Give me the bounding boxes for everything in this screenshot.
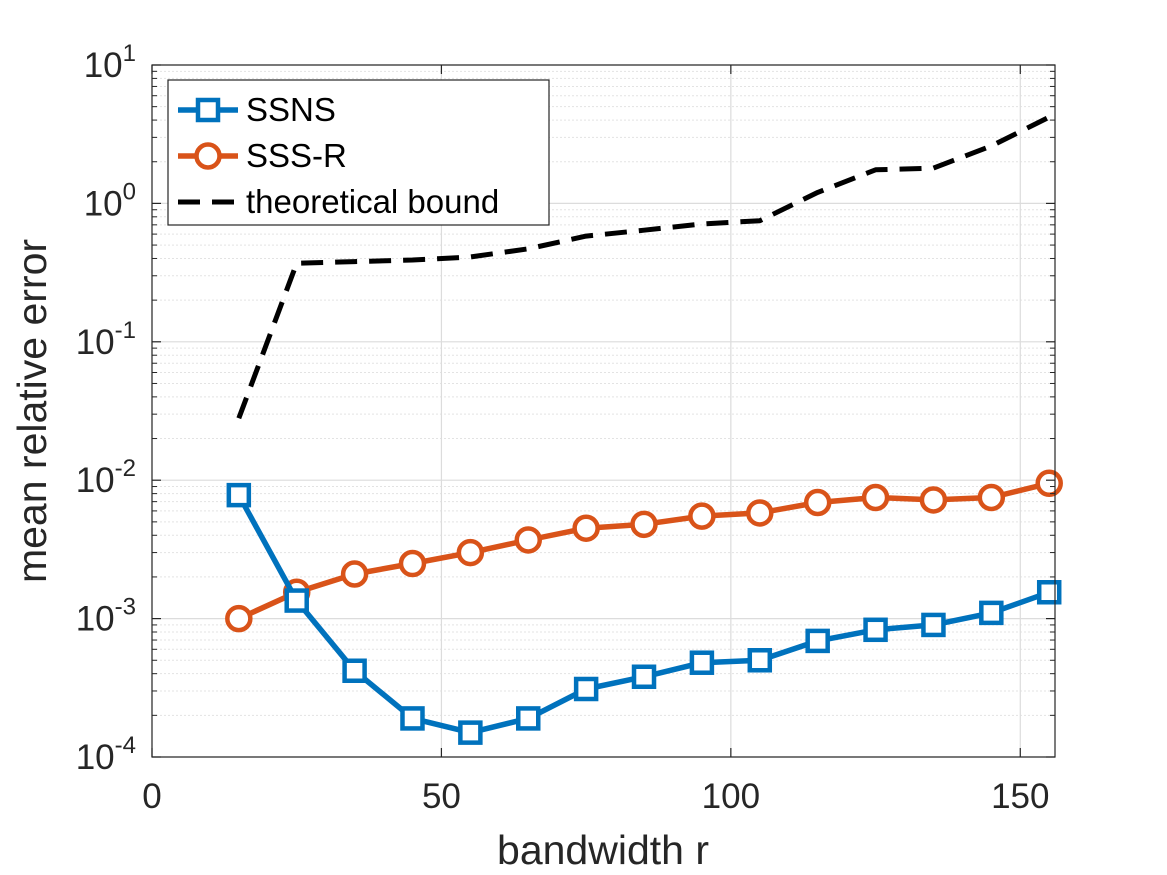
data-point-ssns [516,706,541,731]
data-point-sss-r [398,549,427,578]
series-line-theoretical-bound [236,114,1051,420]
data-point-sss-r [803,488,832,517]
data-point-ssns [573,676,599,702]
legend: SSNS SSS-R theoretical bound [167,79,550,226]
data-point-ssns [805,628,830,654]
series-sss-r [225,469,1063,633]
data-point-ssns [284,588,309,613]
y-tick-label: 10-1 [76,317,136,362]
y-axis-label: mean relative error [9,239,55,583]
data-point-ssns [689,650,715,675]
data-point-sss-r [919,486,948,514]
data-point-ssns [458,720,483,745]
data-point-sss-r [688,502,716,530]
y-tick-label: 100 [84,178,136,223]
x-tick-label: 100 [702,777,760,816]
x-tick-label: 50 [422,777,461,816]
series-layer [225,114,1063,745]
data-point-ssns [400,706,425,731]
x-tick-label: 0 [142,777,161,816]
legend-entry-theoretical-bound: theoretical bound [178,183,499,220]
x-axis-label: bandwidth r [497,827,709,873]
y-tick-labels: 10-4 10-3 10-2 10-1 100 101 [76,40,136,777]
data-point-ssns [979,600,1004,626]
data-point-sss-r [514,526,542,554]
x-tick-labels: 0 50 100 150 [142,777,1049,816]
legend-label-theoretical-bound: theoretical bound [246,183,499,220]
legend-entry-sss-r: SSS-R [178,137,347,174]
legend-label-ssns: SSNS [246,91,336,128]
series-ssns [226,482,1062,745]
legend-entry-ssns: SSNS [178,91,336,128]
x-tick-label: 150 [991,777,1049,816]
data-point-sss-r [977,483,1006,512]
data-point-ssns [921,612,946,638]
data-point-sss-r [630,510,658,539]
y-tick-label: 10-2 [76,455,136,500]
data-point-ssns [631,664,657,690]
data-point-sss-r [572,514,600,542]
y-tick-label: 10-4 [76,732,136,777]
data-point-ssns [1036,580,1062,605]
data-point-sss-r [746,499,774,527]
data-point-sss-r [225,604,253,633]
legend-marker-ssns [195,97,221,123]
ticks [151,64,1055,758]
axes-box [151,64,1056,758]
legend-label-sss-r: SSS-R [246,137,347,174]
legend-marker-sss-r [194,142,222,170]
y-tick-label: 10-3 [76,594,136,639]
data-point-ssns [863,617,888,643]
y-tick-label: 101 [84,40,136,85]
data-point-sss-r [340,560,369,588]
data-point-ssns [342,658,367,683]
data-point-ssns [226,482,252,508]
data-point-sss-r [1035,469,1063,498]
series-theoretical-bound [236,114,1051,420]
data-point-sss-r [861,483,890,512]
data-point-sss-r [456,538,485,567]
data-point-ssns [747,648,773,673]
